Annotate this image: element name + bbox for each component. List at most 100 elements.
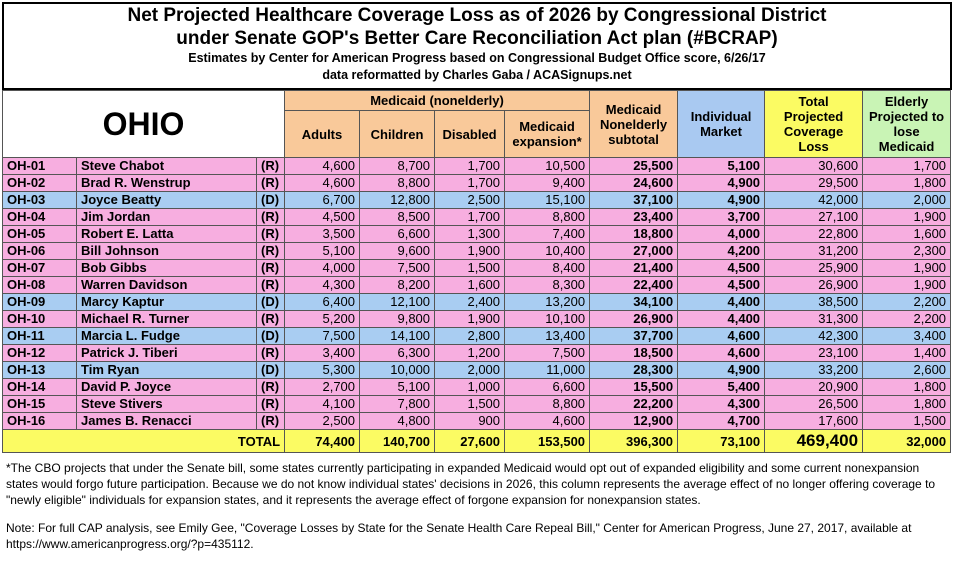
table-cell: 12,900 [589, 412, 679, 430]
table-cell: OH-09 [2, 293, 77, 311]
table-cell: 10,400 [504, 242, 591, 260]
table-cell: (R) [255, 412, 286, 430]
table-cell: 13,200 [504, 293, 591, 311]
table-cell: 7,400 [504, 225, 591, 243]
table-row: OH-14 David P. Joyce (R) 2,700 5,100 1,000 6,6… [2, 378, 952, 396]
table-cell: 27,100 [764, 208, 864, 226]
table-cell: 6,700 [284, 191, 361, 209]
table-cell: Jim Jordan [76, 208, 257, 226]
table-cell: 12,100 [359, 293, 436, 311]
table-cell: 1,600 [434, 276, 506, 294]
table-cell: (R) [255, 225, 286, 243]
table-cell: 2,700 [284, 378, 361, 396]
table-row: OH-02 Brad R. Wenstrup (R) 4,600 8,800 1,700 9… [2, 174, 952, 192]
table-cell: 3,400 [862, 327, 952, 345]
table-cell: (R) [255, 208, 286, 226]
table-cell: (R) [255, 310, 286, 328]
table-cell: 1,800 [862, 174, 952, 192]
table-cell: 3,700 [677, 208, 766, 226]
title: Net Projected Healthcare Coverage Loss a… [127, 5, 827, 26]
column-header: Total Projected Coverage Loss [764, 90, 864, 158]
table-cell: 17,600 [764, 412, 864, 430]
column-header: Disabled [434, 110, 506, 158]
total-cell: 74,400 [284, 429, 361, 453]
table-cell: 18,500 [589, 344, 679, 362]
table-cell: 4,600 [504, 412, 591, 430]
table-cell: 8,300 [504, 276, 591, 294]
table-cell: Steve Chabot [76, 157, 257, 175]
table-cell: (R) [255, 378, 286, 396]
table-cell: 7,800 [359, 395, 436, 413]
total-cell: 27,600 [434, 429, 506, 453]
table-cell: 4,600 [677, 327, 766, 345]
table-cell: Patrick J. Tiberi [76, 344, 257, 362]
table-cell: 14,100 [359, 327, 436, 345]
table-cell: 5,400 [677, 378, 766, 396]
state: OHIO [1, 90, 286, 158]
table-cell: (R) [255, 242, 286, 260]
table-cell: 27,000 [589, 242, 679, 260]
table-row: OH-16 James B. Renacci (R) 2,500 4,800 900 4,6… [2, 412, 952, 430]
table-cell: (R) [255, 344, 286, 362]
table-cell: OH-03 [2, 191, 77, 209]
total-row: TOTAL 74,400 140,700 27,600 153,500 396,300 73… [1, 429, 952, 453]
table-row: OH-13 Tim Ryan (D) 5,300 10,000 2,000 11,000 28… [2, 361, 952, 379]
table-cell: OH-14 [2, 378, 77, 396]
table-cell: 8,700 [359, 157, 436, 175]
table-cell: 33,200 [764, 361, 864, 379]
table-row: OH-11 Marcia L. Fudge (D) 7,500 14,100 2,800 1… [2, 327, 952, 345]
data-table: OHIO Medicaid (nonelderly) Medicaid None… [1, 90, 952, 453]
table-cell: 1,300 [434, 225, 506, 243]
table-cell: 26,900 [589, 310, 679, 328]
column-header: Elderly Projected to lose Medicaid [862, 90, 952, 158]
total-cell: 153,500 [504, 429, 591, 453]
table-cell: 1,500 [434, 395, 506, 413]
table-cell: 34,100 [589, 293, 679, 311]
table-cell: 29,500 [764, 174, 864, 192]
table-cell: James B. Renacci [76, 412, 257, 430]
table-cell: 2,800 [434, 327, 506, 345]
table-cell: 1,900 [434, 310, 506, 328]
table-cell: OH-12 [2, 344, 77, 362]
table-cell: 42,300 [764, 327, 864, 345]
table-cell: 28,300 [589, 361, 679, 379]
table-cell: (D) [255, 191, 286, 209]
table-row: OH-09 Marcy Kaptur (D) 6,400 12,100 2,400 13,2… [2, 293, 952, 311]
table-cell: OH-10 [2, 310, 77, 328]
table-cell: Marcy Kaptur [76, 293, 257, 311]
column-header: Children [359, 110, 436, 158]
table-cell: 9,400 [504, 174, 591, 192]
total-cell: 32,000 [862, 429, 952, 453]
title: under Senate GOP's Better Care Reconcili… [176, 28, 778, 49]
table-cell: 8,800 [504, 395, 591, 413]
table-cell: 5,100 [284, 242, 361, 260]
table-cell: OH-13 [2, 361, 77, 379]
column-header: Medicaid Nonelderly subtotal [589, 90, 679, 158]
column-header: Medicaid expansion* [504, 110, 591, 158]
table-cell: 4,800 [359, 412, 436, 430]
table-cell: Robert E. Latta [76, 225, 257, 243]
table-cell: 3,500 [284, 225, 361, 243]
table-row: OH-01 Steve Chabot (R) 4,600 8,700 1,700 10,50… [2, 157, 952, 175]
table-cell: 6,600 [504, 378, 591, 396]
table-cell: 24,600 [589, 174, 679, 192]
table-cell: 15,500 [589, 378, 679, 396]
table-cell: Steve Stivers [76, 395, 257, 413]
table-cell: 9,800 [359, 310, 436, 328]
total-cell: 396,300 [589, 429, 679, 453]
table-cell: 4,400 [677, 310, 766, 328]
table-row: OH-03 Joyce Beatty (D) 6,700 12,800 2,500 15,1… [2, 191, 952, 209]
table-cell: 31,300 [764, 310, 864, 328]
table-cell: 4,500 [677, 276, 766, 294]
table-cell: OH-15 [2, 395, 77, 413]
table-cell: 4,100 [284, 395, 361, 413]
table-row: OH-08 Warren Davidson (R) 4,300 8,200 1,600 8,… [2, 276, 952, 294]
table-cell: 1,900 [862, 276, 952, 294]
table-cell: 37,700 [589, 327, 679, 345]
table-cell: Brad R. Wenstrup [76, 174, 257, 192]
table-row: OH-04 Jim Jordan (R) 4,500 8,500 1,700 8,800 23… [2, 208, 952, 226]
table-cell: 5,100 [359, 378, 436, 396]
table-cell: Warren Davidson [76, 276, 257, 294]
table-cell: 1,700 [434, 157, 506, 175]
